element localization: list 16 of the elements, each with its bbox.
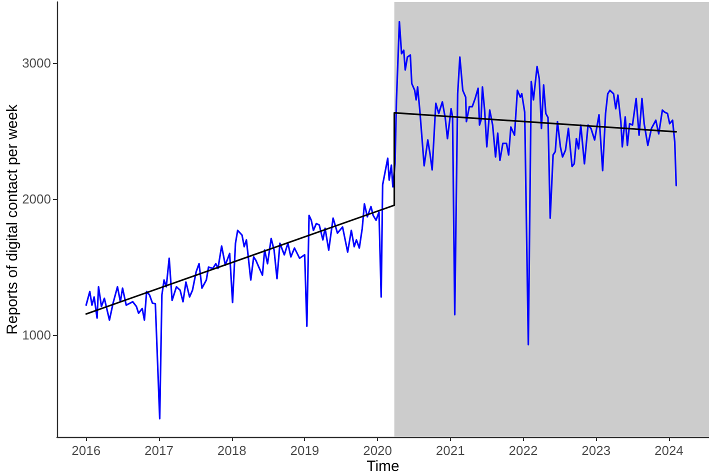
x-axis-title: Time [366,458,400,475]
x-tick-label: 2021 [436,443,465,458]
x-tick-label: 2024 [654,443,684,458]
y-tick-label: 1000 [22,328,51,343]
x-tick-label: 2018 [217,443,246,458]
y-tick-label: 2000 [22,192,51,207]
x-tick-label: 2023 [582,443,611,458]
line-series [85,112,678,315]
x-tick-label: 2020 [363,443,392,458]
line-series [85,20,678,420]
x-tick-label: 2016 [72,443,101,458]
x-tick-label: 2022 [508,443,538,458]
x-tick-label: 2017 [144,443,174,458]
y-axis-title: Reports of digital contact per week [4,104,21,335]
x-tick-label: 2019 [290,443,320,458]
y-tick-label: 3000 [22,56,51,71]
